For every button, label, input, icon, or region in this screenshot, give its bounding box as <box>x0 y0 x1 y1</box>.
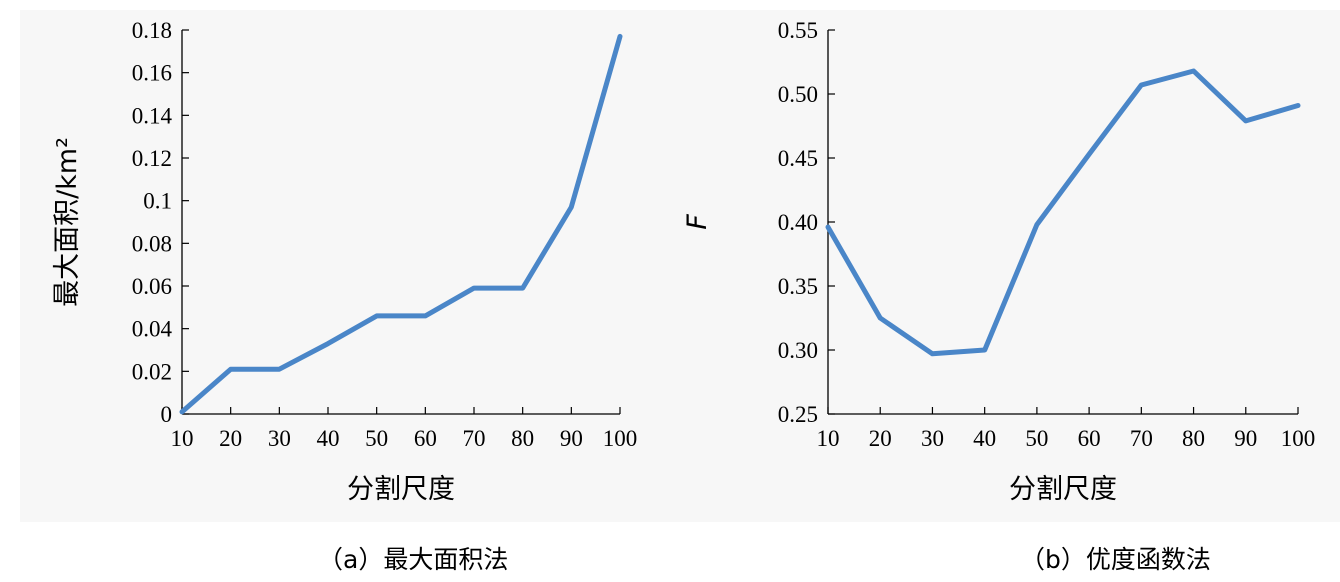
x-tick-label: 70 <box>463 426 486 451</box>
x-tick-label: 70 <box>1130 426 1153 451</box>
x-tick-label: 100 <box>603 426 638 451</box>
y-tick-label: 0.30 <box>778 338 818 363</box>
x-tick-label: 40 <box>317 426 340 451</box>
y-tick-label: 0.35 <box>778 274 818 299</box>
y-tick-label: 0.40 <box>778 210 818 235</box>
chart-caption: （b）优度函数法 <box>1020 545 1211 574</box>
x-tick-label: 90 <box>1234 426 1257 451</box>
y-tick-label: 0.25 <box>778 402 818 427</box>
y-tick-label: 0.02 <box>132 359 172 384</box>
x-tick-label: 50 <box>1025 426 1048 451</box>
figure-background <box>20 10 1340 522</box>
y-axis-title: 最大面积/km² <box>52 137 83 307</box>
chart-caption: （a）最大面积法 <box>318 545 508 574</box>
y-tick-label: 0.50 <box>778 82 818 107</box>
x-axis-title: 分割尺度 <box>1009 474 1117 505</box>
y-tick-label: 0.1 <box>143 189 172 214</box>
y-tick-label: 0.12 <box>132 146 172 171</box>
y-tick-label: 0.18 <box>132 18 172 43</box>
x-tick-label: 80 <box>1182 426 1205 451</box>
y-tick-label: 0 <box>161 402 173 427</box>
x-tick-label: 30 <box>268 426 291 451</box>
y-axis-title: F <box>682 214 713 230</box>
series-line <box>825 68 1301 357</box>
x-tick-label: 60 <box>1078 426 1101 451</box>
y-tick-label: 0.45 <box>778 146 818 171</box>
x-tick-label: 90 <box>560 426 583 451</box>
y-tick-label: 0.16 <box>132 61 172 86</box>
x-tick-label: 100 <box>1281 426 1316 451</box>
x-tick-label: 10 <box>817 426 840 451</box>
y-tick-label: 0.55 <box>778 18 818 43</box>
x-tick-label: 80 <box>511 426 534 451</box>
x-axis-title: 分割尺度 <box>347 474 455 505</box>
x-tick-label: 60 <box>414 426 437 451</box>
x-tick-label: 10 <box>171 426 194 451</box>
x-tick-label: 50 <box>365 426 388 451</box>
x-tick-label: 40 <box>973 426 996 451</box>
y-tick-label: 0.06 <box>132 274 172 299</box>
x-tick-label: 20 <box>869 426 892 451</box>
x-tick-label: 20 <box>219 426 242 451</box>
y-tick-label: 0.08 <box>132 231 172 256</box>
y-tick-label: 0.14 <box>132 103 173 128</box>
y-tick-label: 0.04 <box>132 317 173 342</box>
x-tick-label: 30 <box>921 426 944 451</box>
series-line <box>179 33 623 415</box>
